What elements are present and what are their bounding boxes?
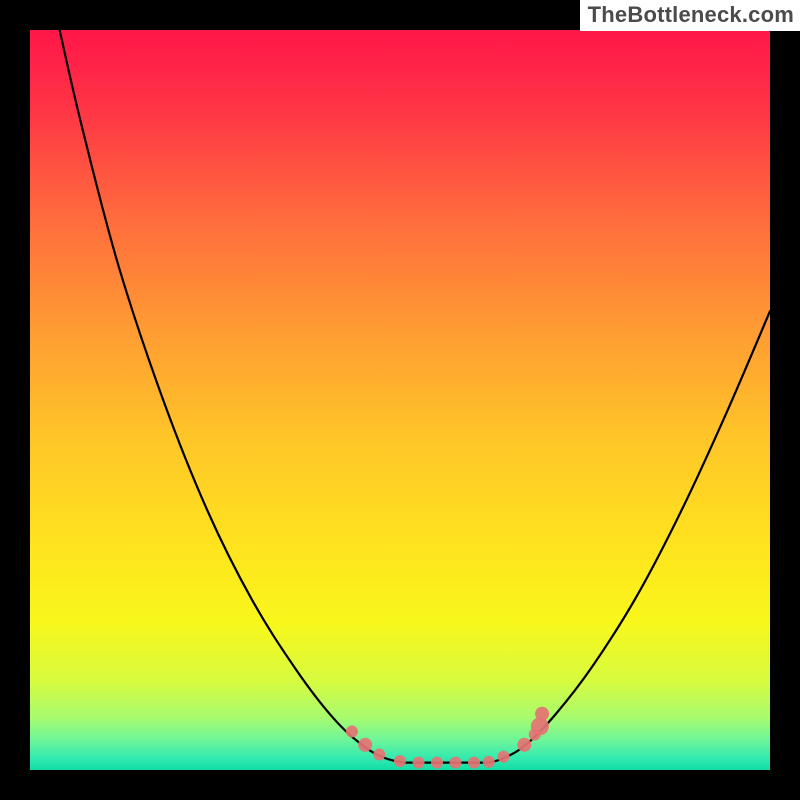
marker-dot bbox=[535, 707, 549, 721]
marker-dot bbox=[483, 756, 495, 768]
marker-dot bbox=[517, 738, 531, 752]
marker-dot bbox=[431, 757, 443, 769]
marker-dot bbox=[394, 755, 406, 767]
plot-area bbox=[30, 30, 770, 770]
watermark-label: TheBottleneck.com bbox=[580, 0, 800, 31]
marker-dot bbox=[498, 751, 510, 763]
marker-dot bbox=[373, 748, 385, 760]
marker-dot bbox=[468, 757, 480, 769]
marker-dot bbox=[450, 757, 462, 769]
gradient-background bbox=[30, 30, 770, 770]
marker-dot bbox=[413, 757, 425, 769]
marker-dot bbox=[358, 738, 372, 752]
figure-root: TheBottleneck.com bbox=[0, 0, 800, 800]
marker-dot bbox=[346, 726, 358, 738]
plot-svg bbox=[30, 30, 770, 770]
